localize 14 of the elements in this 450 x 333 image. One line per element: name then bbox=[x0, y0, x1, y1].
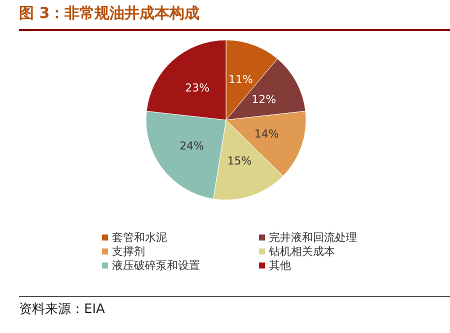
legend-label: 钻机相关成本 bbox=[268, 245, 335, 258]
legend-label: 支撑剂 bbox=[112, 245, 145, 258]
data-label: 23% bbox=[185, 81, 210, 94]
data-label: 12% bbox=[252, 93, 276, 106]
legend-label: 套管和水泥 bbox=[112, 231, 167, 244]
data-label: 24% bbox=[180, 140, 204, 153]
legend-label: 液压破碎泵和设置 bbox=[112, 259, 200, 272]
data-label: 11% bbox=[228, 73, 253, 86]
data-label: 14% bbox=[254, 128, 279, 141]
legend-label: 完井液和回流处理 bbox=[269, 231, 357, 244]
legend-label: 其他 bbox=[269, 259, 291, 272]
data-label: 15% bbox=[227, 154, 252, 168]
chart-title: 图 3：非常规油井成本构成 bbox=[19, 4, 200, 23]
text: 资料来源：EIA bbox=[19, 301, 105, 318]
